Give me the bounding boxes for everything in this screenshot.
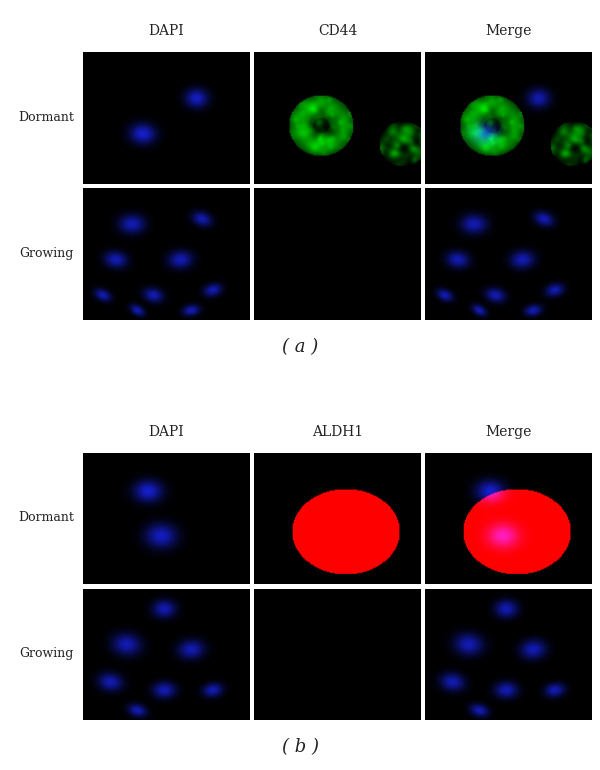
- Text: Dormant: Dormant: [18, 511, 74, 524]
- Text: ALDH1: ALDH1: [312, 425, 363, 439]
- Text: DAPI: DAPI: [149, 25, 184, 38]
- Text: CD44: CD44: [318, 25, 357, 38]
- Text: Growing: Growing: [19, 647, 74, 660]
- Text: Growing: Growing: [19, 246, 74, 259]
- Text: Dormant: Dormant: [18, 111, 74, 124]
- Text: Merge: Merge: [485, 425, 532, 439]
- Text: DAPI: DAPI: [149, 425, 184, 439]
- Text: ( a ): ( a ): [282, 338, 318, 356]
- Text: Merge: Merge: [485, 25, 532, 38]
- Text: ( b ): ( b ): [281, 738, 319, 756]
